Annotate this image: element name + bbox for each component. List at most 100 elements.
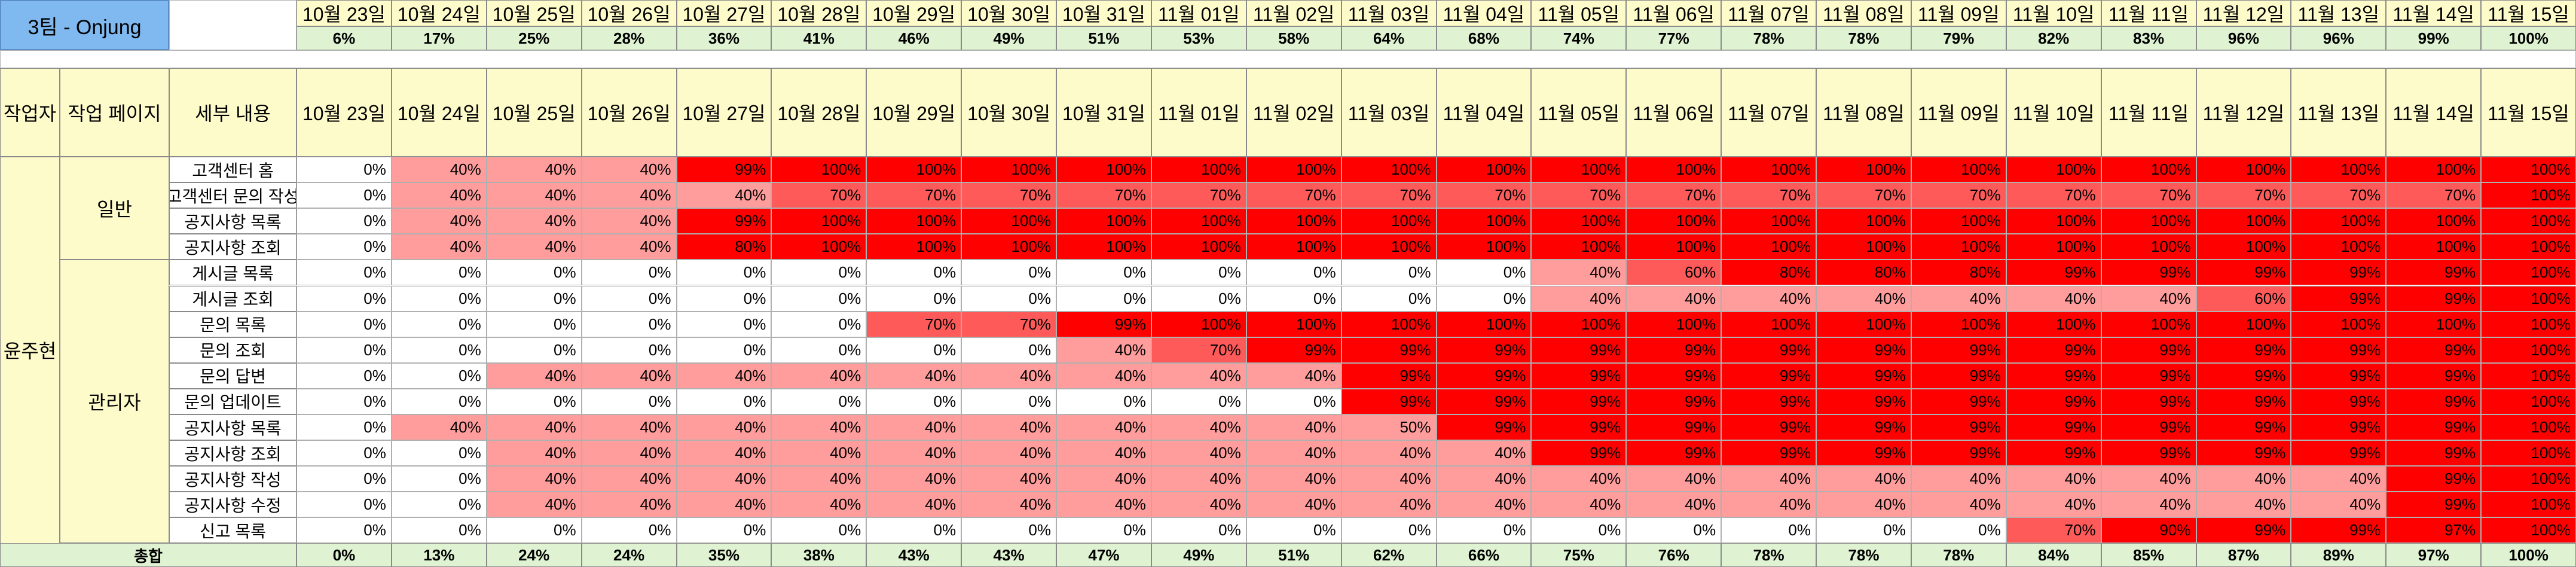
progress-cell[interactable]: 40% (961, 466, 1056, 492)
progress-cell[interactable]: 40% (1436, 466, 1532, 492)
progress-cell[interactable]: 100% (1626, 157, 1722, 183)
progress-cell[interactable]: 100% (2481, 157, 2576, 183)
progress-cell[interactable]: 40% (1151, 466, 1246, 492)
progress-cell[interactable]: 40% (1056, 492, 1151, 518)
total-cell[interactable]: 87% (2196, 543, 2291, 567)
progress-cell[interactable]: 0% (297, 337, 392, 363)
progress-cell[interactable]: 99% (1626, 362, 1722, 389)
total-cell[interactable]: 24% (581, 543, 677, 567)
date-header[interactable]: 11월 09일 (1911, 68, 2006, 157)
progress-cell[interactable]: 99% (2386, 388, 2482, 414)
progress-cell[interactable]: 70% (1911, 182, 2006, 209)
date-header[interactable]: 11월 06일 (1626, 68, 1722, 157)
progress-cell[interactable]: 0% (1911, 517, 2006, 544)
progress-cell[interactable]: 90% (2101, 517, 2196, 544)
progress-cell[interactable]: 100% (1531, 157, 1627, 183)
detail-header[interactable]: 세부 내용 (169, 68, 297, 157)
progress-cell[interactable]: 100% (1816, 208, 1911, 234)
progress-cell[interactable]: 99% (2101, 260, 2196, 286)
progress-cell[interactable]: 40% (1151, 492, 1246, 518)
progress-cell[interactable]: 40% (961, 362, 1056, 389)
progress-cell[interactable]: 0% (866, 285, 962, 312)
progress-cell[interactable]: 40% (2006, 466, 2101, 492)
progress-cell[interactable]: 0% (391, 517, 487, 544)
progress-cell[interactable]: 0% (1246, 285, 1342, 312)
task-name-cell[interactable]: 공지사항 조회 (169, 440, 297, 467)
progress-cell[interactable]: 0% (297, 182, 392, 209)
progress-cell[interactable]: 40% (676, 492, 772, 518)
progress-cell[interactable]: 40% (1056, 337, 1151, 363)
progress-cell[interactable]: 99% (1436, 414, 1532, 441)
page-group-cell[interactable]: 일반 (60, 157, 169, 260)
progress-cell[interactable]: 0% (581, 388, 677, 414)
progress-cell[interactable]: 100% (2196, 208, 2291, 234)
progress-cell[interactable]: 100% (2386, 311, 2482, 337)
progress-cell[interactable]: 40% (1816, 492, 1911, 518)
progress-cell[interactable]: 99% (1531, 440, 1627, 467)
progress-cell[interactable]: 100% (2101, 157, 2196, 183)
progress-cell[interactable]: 99% (1721, 440, 1816, 467)
top-date-header[interactable]: 10월 25일 (486, 0, 582, 26)
progress-cell[interactable]: 99% (1721, 337, 1816, 363)
progress-cell[interactable]: 40% (1816, 285, 1911, 312)
progress-cell[interactable]: 100% (2291, 311, 2386, 337)
progress-cell[interactable]: 99% (2101, 440, 2196, 467)
progress-cell[interactable]: 100% (771, 208, 867, 234)
progress-cell[interactable]: 100% (1436, 311, 1532, 337)
progress-cell[interactable]: 99% (2386, 414, 2482, 441)
progress-cell[interactable]: 99% (2196, 517, 2291, 544)
progress-cell[interactable]: 40% (1056, 362, 1151, 389)
progress-cell[interactable]: 80% (1721, 260, 1816, 286)
progress-cell[interactable]: 99% (1436, 362, 1532, 389)
progress-cell[interactable]: 99% (2006, 440, 2101, 467)
progress-cell[interactable]: 40% (771, 414, 867, 441)
progress-cell[interactable]: 70% (866, 182, 962, 209)
progress-cell[interactable]: 0% (676, 388, 772, 414)
progress-cell[interactable]: 0% (581, 517, 677, 544)
page-header[interactable]: 작업 페이지 (60, 68, 169, 157)
progress-cell[interactable]: 40% (866, 466, 962, 492)
top-date-header[interactable]: 10월 27일 (676, 0, 772, 26)
top-progress-cell[interactable]: 79% (1911, 26, 2006, 50)
progress-cell[interactable]: 40% (1626, 466, 1722, 492)
progress-cell[interactable]: 100% (2481, 517, 2576, 544)
date-header[interactable]: 11월 08일 (1816, 68, 1911, 157)
progress-cell[interactable]: 40% (581, 362, 677, 389)
progress-cell[interactable]: 70% (1341, 182, 1437, 209)
progress-cell[interactable]: 99% (2291, 285, 2386, 312)
progress-cell[interactable]: 40% (1246, 440, 1342, 467)
progress-cell[interactable]: 0% (961, 337, 1056, 363)
progress-cell[interactable]: 40% (391, 182, 487, 209)
progress-cell[interactable]: 40% (581, 440, 677, 467)
date-header[interactable]: 11월 02일 (1246, 68, 1342, 157)
progress-cell[interactable]: 100% (1626, 311, 1722, 337)
progress-cell[interactable]: 40% (1721, 466, 1816, 492)
date-header[interactable]: 11월 07일 (1721, 68, 1816, 157)
progress-cell[interactable]: 99% (1816, 440, 1911, 467)
progress-cell[interactable]: 60% (1626, 260, 1722, 286)
progress-cell[interactable]: 40% (1531, 492, 1627, 518)
progress-cell[interactable]: 40% (676, 182, 772, 209)
progress-cell[interactable]: 100% (2481, 285, 2576, 312)
progress-cell[interactable]: 50% (1341, 414, 1437, 441)
progress-cell[interactable]: 100% (1721, 311, 1816, 337)
progress-cell[interactable]: 70% (2101, 182, 2196, 209)
top-date-header[interactable]: 11월 15일 (2481, 0, 2576, 26)
progress-cell[interactable]: 99% (2196, 362, 2291, 389)
progress-cell[interactable]: 99% (2291, 388, 2386, 414)
progress-cell[interactable]: 40% (581, 234, 677, 260)
progress-cell[interactable]: 0% (391, 337, 487, 363)
progress-cell[interactable]: 40% (1341, 466, 1437, 492)
progress-cell[interactable]: 100% (2481, 260, 2576, 286)
progress-cell[interactable]: 100% (2386, 234, 2482, 260)
progress-cell[interactable]: 70% (1151, 182, 1246, 209)
progress-cell[interactable]: 99% (1816, 414, 1911, 441)
progress-cell[interactable]: 100% (2291, 234, 2386, 260)
progress-cell[interactable]: 40% (391, 157, 487, 183)
top-progress-cell[interactable]: 41% (771, 26, 867, 50)
progress-cell[interactable]: 80% (1911, 260, 2006, 286)
top-date-header[interactable]: 11월 07일 (1721, 0, 1816, 26)
top-progress-cell[interactable]: 100% (2481, 26, 2576, 50)
total-cell[interactable]: 100% (2481, 543, 2576, 567)
progress-cell[interactable]: 0% (1246, 517, 1342, 544)
